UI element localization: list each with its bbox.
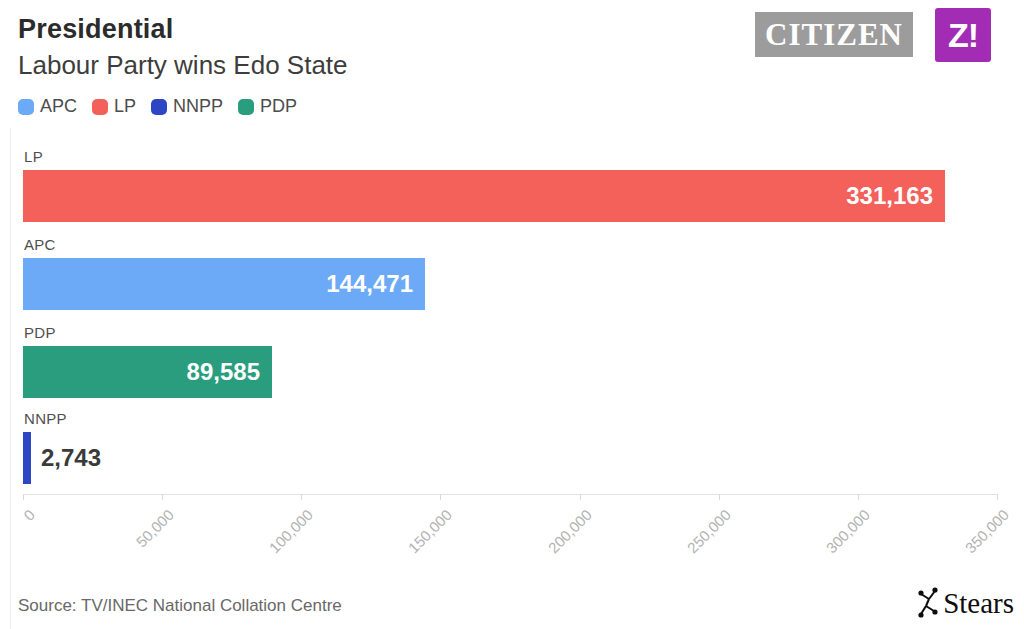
bar: 331,163 (23, 170, 945, 222)
citizen-logo: CITIZEN (755, 12, 913, 57)
bar: 144,471 (23, 258, 425, 310)
legend-item: LP (92, 96, 136, 117)
axis-tick-label: 200,000 (505, 506, 595, 596)
legend-item: NNPP (151, 96, 223, 117)
bar-category-label: APC (24, 236, 56, 253)
stears-logo: Stears (915, 585, 1014, 621)
bar-value-label: 89,585 (187, 346, 260, 398)
stears-molecule-icon (915, 585, 941, 621)
bar-category-label: PDP (24, 324, 56, 341)
bar-value-label: 144,471 (326, 258, 413, 310)
infographic-card: Presidential Labour Party wins Edo State… (0, 0, 1024, 629)
legend-swatch (238, 99, 254, 115)
legend-item: APC (18, 96, 77, 117)
legend-swatch (92, 99, 108, 115)
legend-label: LP (114, 96, 136, 117)
axis-tick (580, 494, 581, 500)
axis-tick (719, 494, 720, 500)
axis-tick-label: 350,000 (922, 506, 1012, 596)
bar-value-label: 331,163 (846, 170, 933, 222)
axis-tick (23, 494, 24, 500)
axis-tick (858, 494, 859, 500)
bar-category-label: LP (24, 148, 43, 165)
zikoko-logo-text: Z! (948, 16, 978, 55)
chart-legend: APC LP NNPP PDP (18, 96, 297, 117)
axis-tick (997, 494, 998, 500)
axis-tick-label: 100,000 (226, 506, 316, 596)
axis-tick (301, 494, 302, 500)
axis-tick-label: 50,000 (87, 506, 177, 596)
source-note: Source: TV/INEC National Collation Centr… (18, 596, 342, 616)
bar-value-label: 2,743 (41, 432, 101, 484)
legend-label: APC (40, 96, 77, 117)
axis-tick-label: 150,000 (365, 506, 455, 596)
legend-swatch (18, 99, 34, 115)
axis-tick (440, 494, 441, 500)
axis-tick-label: 0 (0, 506, 38, 596)
left-edge-line (10, 128, 11, 629)
legend-label: PDP (260, 96, 297, 117)
chart-title: Presidential (18, 14, 173, 45)
chart-subtitle: Labour Party wins Edo State (18, 50, 348, 81)
bar-category-label: NNPP (24, 410, 67, 427)
legend-item: PDP (238, 96, 297, 117)
plot-area: LP331,163APC144,471PDP89,585NNPP2,743050… (23, 140, 997, 560)
bar (23, 432, 31, 484)
stears-logo-text: Stears (943, 587, 1014, 620)
citizen-logo-text: CITIZEN (765, 17, 903, 53)
axis-tick-label: 300,000 (783, 506, 873, 596)
zikoko-logo: Z! (935, 8, 991, 62)
legend-label: NNPP (173, 96, 223, 117)
bar: 89,585 (23, 346, 272, 398)
legend-swatch (151, 99, 167, 115)
x-axis-line (23, 494, 997, 495)
axis-tick (162, 494, 163, 500)
axis-tick-label: 250,000 (644, 506, 734, 596)
